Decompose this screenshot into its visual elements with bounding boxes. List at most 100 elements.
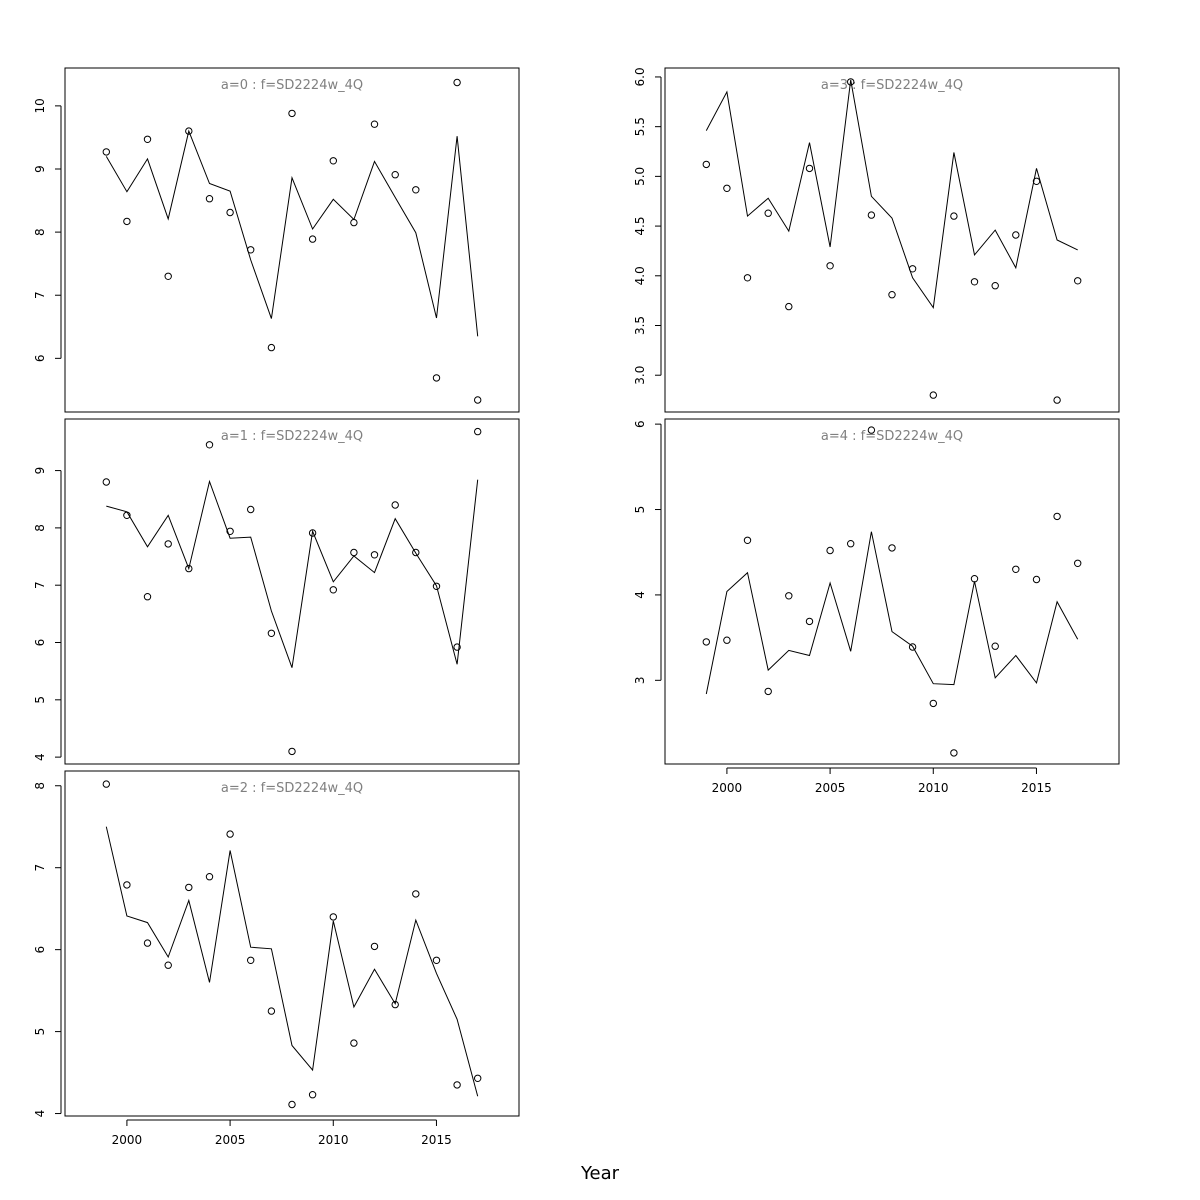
y-tick-label: 4 [633,591,647,599]
y-tick-label: 7 [33,291,47,299]
observed-point [888,291,896,299]
observed-point [867,426,876,434]
x-tick-label: 2015 [421,1133,452,1147]
x-axis-5: 2000 2005 2010 2015 [712,767,1052,795]
fitted-line [105,826,479,1097]
observed-point [350,218,358,227]
observed-point [350,1039,358,1047]
x-tick-label: 2000 [712,781,743,795]
observed-point [205,195,214,203]
panel-title: a=2 : f=SD2224w_4Q [221,781,363,796]
y-tick-label: 3.0 [633,366,647,385]
y-tick-label: 6 [33,946,47,954]
x-tick-label: 2010 [318,1133,349,1147]
observed-point [412,186,420,194]
observed-point [102,148,111,156]
observed-point [785,302,793,311]
observed-point [288,109,296,118]
y-tick-label: 7 [33,864,47,872]
observed-point [226,830,234,838]
observed-point [143,939,152,947]
panel-title: a=3 : f=SD2224w_4Q [821,78,963,93]
panel-4: a=3 : f=SD2224w_4Q 3.0 3.5 4.0 4.5 5.0 5.5 6.0 [633,67,1120,413]
panel-title: a=0 : f=SD2224w_4Q [221,78,363,93]
observed-point [308,529,317,537]
fitted-line [106,479,479,668]
observed-point [143,135,152,144]
y-tick-label: 5 [633,506,647,514]
observed-point [929,391,937,399]
observed-point [308,1091,317,1099]
observed-point [474,427,482,436]
y-tick-label: 8 [33,228,47,236]
observed-point [805,164,814,173]
y-tick-label: 4.5 [633,217,647,236]
observed-point [329,913,337,921]
y-tick-label: 6 [633,420,647,428]
observed-point [432,956,441,964]
observed-point [288,747,296,756]
observed-point [453,78,461,87]
y-tick-label: 5 [33,696,47,704]
y-tick-label: 3.5 [633,316,647,335]
observed-point [785,592,793,600]
observed-point [185,127,193,135]
x-tick-label: 2000 [112,1133,143,1147]
y-tick-label: 7 [33,581,47,589]
observed-point [764,687,772,696]
observed-point [432,374,441,382]
observed-point [1074,559,1082,567]
observed-point [723,636,731,644]
observed-point [432,582,441,590]
observed-point [805,617,814,626]
fitted-line [705,531,1079,695]
observed-point [329,157,337,165]
observed-point [847,540,855,548]
observed-point [102,478,111,486]
x-axis-3: 2000 2005 2010 2015 [112,1119,452,1147]
x-tick-label: 2010 [918,781,949,795]
y-tick-label: 10 [33,98,47,113]
observed-point [888,544,896,552]
observed-point [185,883,193,892]
fitted-line [705,79,1078,309]
observed-point [1074,277,1082,285]
observed-point [453,643,461,651]
panel-frame [664,67,1120,413]
y-tick-label: 6.0 [633,67,647,86]
observed-point [391,1000,399,1009]
y-tick-label: 9 [33,467,47,475]
observed-point [1053,396,1061,404]
observed-point [970,575,979,583]
y-tick-label: 3 [633,676,647,684]
observed-point [1053,512,1061,521]
observed-point [1032,575,1041,584]
observed-point [1012,565,1020,573]
observed-point [391,501,399,509]
y-tick-label: 4 [33,1110,47,1118]
observed-point [908,643,917,651]
observed-point [370,551,379,559]
observed-point [991,642,999,650]
panel-frame [64,67,520,413]
observed-point [288,1100,296,1109]
panel-frame [64,418,520,765]
y-tick-label: 5 [33,1028,47,1036]
y-tick-label: 8 [33,782,47,790]
observed-point [743,536,752,544]
observed-point [723,184,731,193]
y-tick-label: 8 [33,524,47,532]
observed-point [991,282,999,290]
observed-point [164,272,172,280]
panel-5: a=4 : f=SD2224w_4Q 3 4 5 6 [633,418,1120,765]
observed-point [247,505,255,514]
observed-point [370,120,379,128]
observed-point [950,212,958,220]
observed-point [123,881,131,889]
observed-point [226,527,234,535]
observed-point [743,274,752,282]
observed-point [329,586,337,594]
observed-point [102,780,111,788]
panel-3: a=2 : f=SD2224w_4Q 4 5 6 7 8 [33,770,520,1118]
